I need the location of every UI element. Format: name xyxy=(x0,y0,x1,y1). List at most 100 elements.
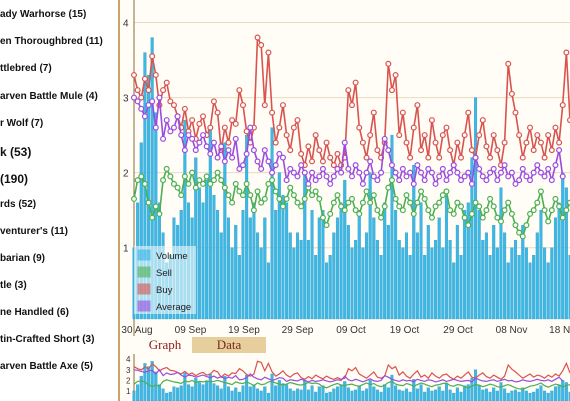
data-point-buy xyxy=(163,79,170,86)
data-point-buy xyxy=(229,117,236,124)
data-point-buy xyxy=(290,124,297,131)
data-point-average xyxy=(399,165,406,172)
volume-bar xyxy=(459,255,463,320)
volume-bar xyxy=(455,387,459,401)
volume-bar xyxy=(513,240,518,320)
volume-bar xyxy=(437,386,441,401)
volume-bar xyxy=(423,255,427,320)
data-point-average xyxy=(494,177,501,184)
volume-bar xyxy=(539,210,543,320)
data-point-sell xyxy=(330,199,337,206)
data-point-sell xyxy=(385,184,392,191)
volume-bar xyxy=(234,225,238,320)
sidebar-item[interactable]: k (53) xyxy=(0,145,32,159)
sidebar-item[interactable]: en Thoroughbred (11) xyxy=(0,36,103,47)
sidebar-item[interactable]: (190) xyxy=(0,172,29,186)
overview-navigator-chart[interactable]: 1 23 4 xyxy=(120,354,570,401)
sidebar-item[interactable]: r Wolf (7) xyxy=(0,118,44,129)
data-point-average xyxy=(232,135,239,142)
data-point-average xyxy=(239,162,246,169)
data-point-buy xyxy=(170,102,177,109)
volume-bar xyxy=(492,225,496,320)
data-point-average xyxy=(497,169,504,176)
volume-bar xyxy=(386,225,390,320)
data-point-sell xyxy=(272,188,279,195)
sidebar-item[interactable]: ady Warhorse (15) xyxy=(0,9,87,20)
data-point-buy xyxy=(512,109,519,116)
sidebar-item[interactable]: arven Battle Mule (4) xyxy=(0,91,98,102)
data-point-buy xyxy=(138,94,145,101)
volume-bar xyxy=(310,385,314,401)
data-point-sell xyxy=(512,222,519,229)
data-point-sell xyxy=(225,192,232,199)
volume-bar xyxy=(441,390,445,401)
data-point-sell xyxy=(229,199,236,206)
data-point-average xyxy=(141,113,148,120)
volume-bar xyxy=(361,247,365,320)
price-history-chart[interactable]: 1 2 3 4 30 Aug 09 Sep 19 Sep 29 Sep 09 Oct 19 Oct… xyxy=(120,0,570,336)
data-point-buy xyxy=(149,53,156,60)
data-point-average xyxy=(298,162,305,169)
data-point-buy xyxy=(305,143,312,150)
volume-bar xyxy=(252,384,256,401)
data-point-sell xyxy=(443,188,450,195)
volume-bar xyxy=(288,388,292,401)
sidebar-item[interactable]: barian (9) xyxy=(0,253,46,264)
volume-bar xyxy=(223,375,227,401)
volume-bar xyxy=(154,371,158,401)
volume-bar xyxy=(379,255,383,320)
data-point-sell xyxy=(548,207,555,214)
tab-data[interactable]: Data xyxy=(192,337,266,353)
data-point-average xyxy=(218,143,225,150)
tab-graph[interactable]: Graph xyxy=(148,337,182,352)
data-point-average xyxy=(156,94,163,101)
volume-bar xyxy=(383,384,387,401)
volume-bar xyxy=(295,388,300,401)
volume-bar xyxy=(444,383,448,401)
volume-bar xyxy=(503,388,507,401)
volume-bar xyxy=(357,385,361,401)
data-point-sell xyxy=(258,199,265,206)
volume-bar xyxy=(568,255,570,320)
data-point-buy xyxy=(345,87,352,94)
sidebar-item[interactable]: ne Handled (6) xyxy=(0,307,69,318)
data-point-buy xyxy=(483,143,490,150)
volume-bar xyxy=(463,385,467,401)
data-point-average xyxy=(541,173,548,180)
volume-bar xyxy=(477,385,481,401)
volume-bar xyxy=(339,202,343,320)
sidebar-item[interactable]: rds (52) xyxy=(0,199,37,210)
sidebar-item[interactable]: ttlebred (7) xyxy=(0,63,52,74)
volume-bar xyxy=(295,232,300,320)
data-point-sell xyxy=(334,192,341,199)
sidebar-item[interactable]: arven Battle Axe (5) xyxy=(0,361,93,372)
series-line-average xyxy=(133,368,564,383)
volume-bar xyxy=(226,386,230,401)
data-point-buy xyxy=(327,154,334,161)
volume-bar xyxy=(524,247,528,320)
sidebar-item[interactable]: venturer's (11) xyxy=(0,226,68,237)
data-point-average xyxy=(203,143,210,150)
data-point-buy xyxy=(545,132,552,139)
data-point-buy xyxy=(494,147,501,154)
data-point-sell xyxy=(261,195,268,202)
data-point-average xyxy=(447,169,454,176)
volume-bar xyxy=(339,384,343,401)
volume-bar xyxy=(183,119,187,320)
data-point-buy xyxy=(552,124,559,131)
volume-bar xyxy=(354,240,358,320)
data-point-sell xyxy=(269,177,276,184)
data-point-sell xyxy=(145,199,152,206)
volume-bar xyxy=(423,391,427,401)
volume-bar xyxy=(317,217,321,320)
sidebar-item[interactable]: tin-Crafted Short (3) xyxy=(0,334,95,345)
data-point-buy xyxy=(261,102,268,109)
data-point-average xyxy=(472,154,479,161)
volume-bar xyxy=(321,210,325,320)
data-point-sell xyxy=(508,210,515,217)
volume-bar xyxy=(150,361,154,401)
sidebar-item[interactable]: tle (3) xyxy=(0,280,27,291)
data-point-average xyxy=(519,165,526,172)
data-point-average xyxy=(443,177,450,184)
volume-bar xyxy=(245,374,249,401)
